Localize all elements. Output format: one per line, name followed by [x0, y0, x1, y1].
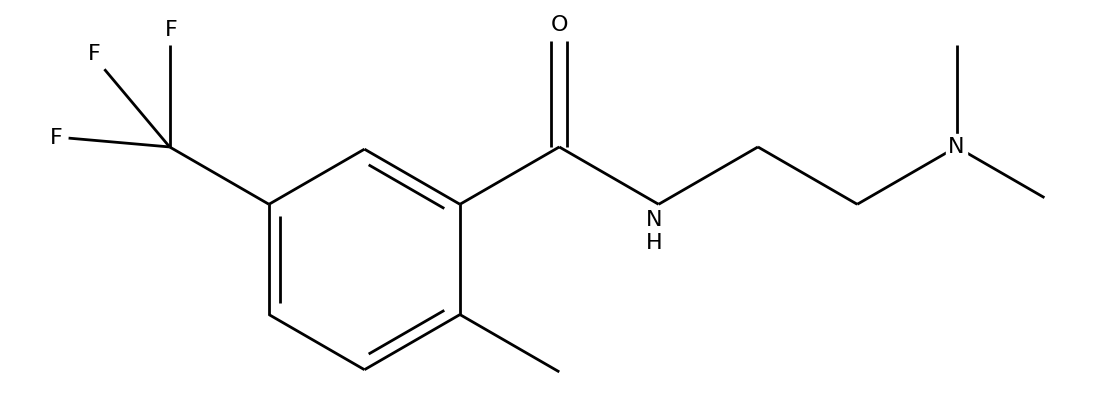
Text: N: N — [948, 137, 965, 157]
Text: F: F — [88, 44, 100, 64]
Text: H: H — [646, 233, 662, 252]
Text: F: F — [165, 20, 178, 40]
Text: F: F — [50, 128, 62, 148]
Text: O: O — [551, 15, 568, 35]
Text: N: N — [646, 211, 662, 230]
